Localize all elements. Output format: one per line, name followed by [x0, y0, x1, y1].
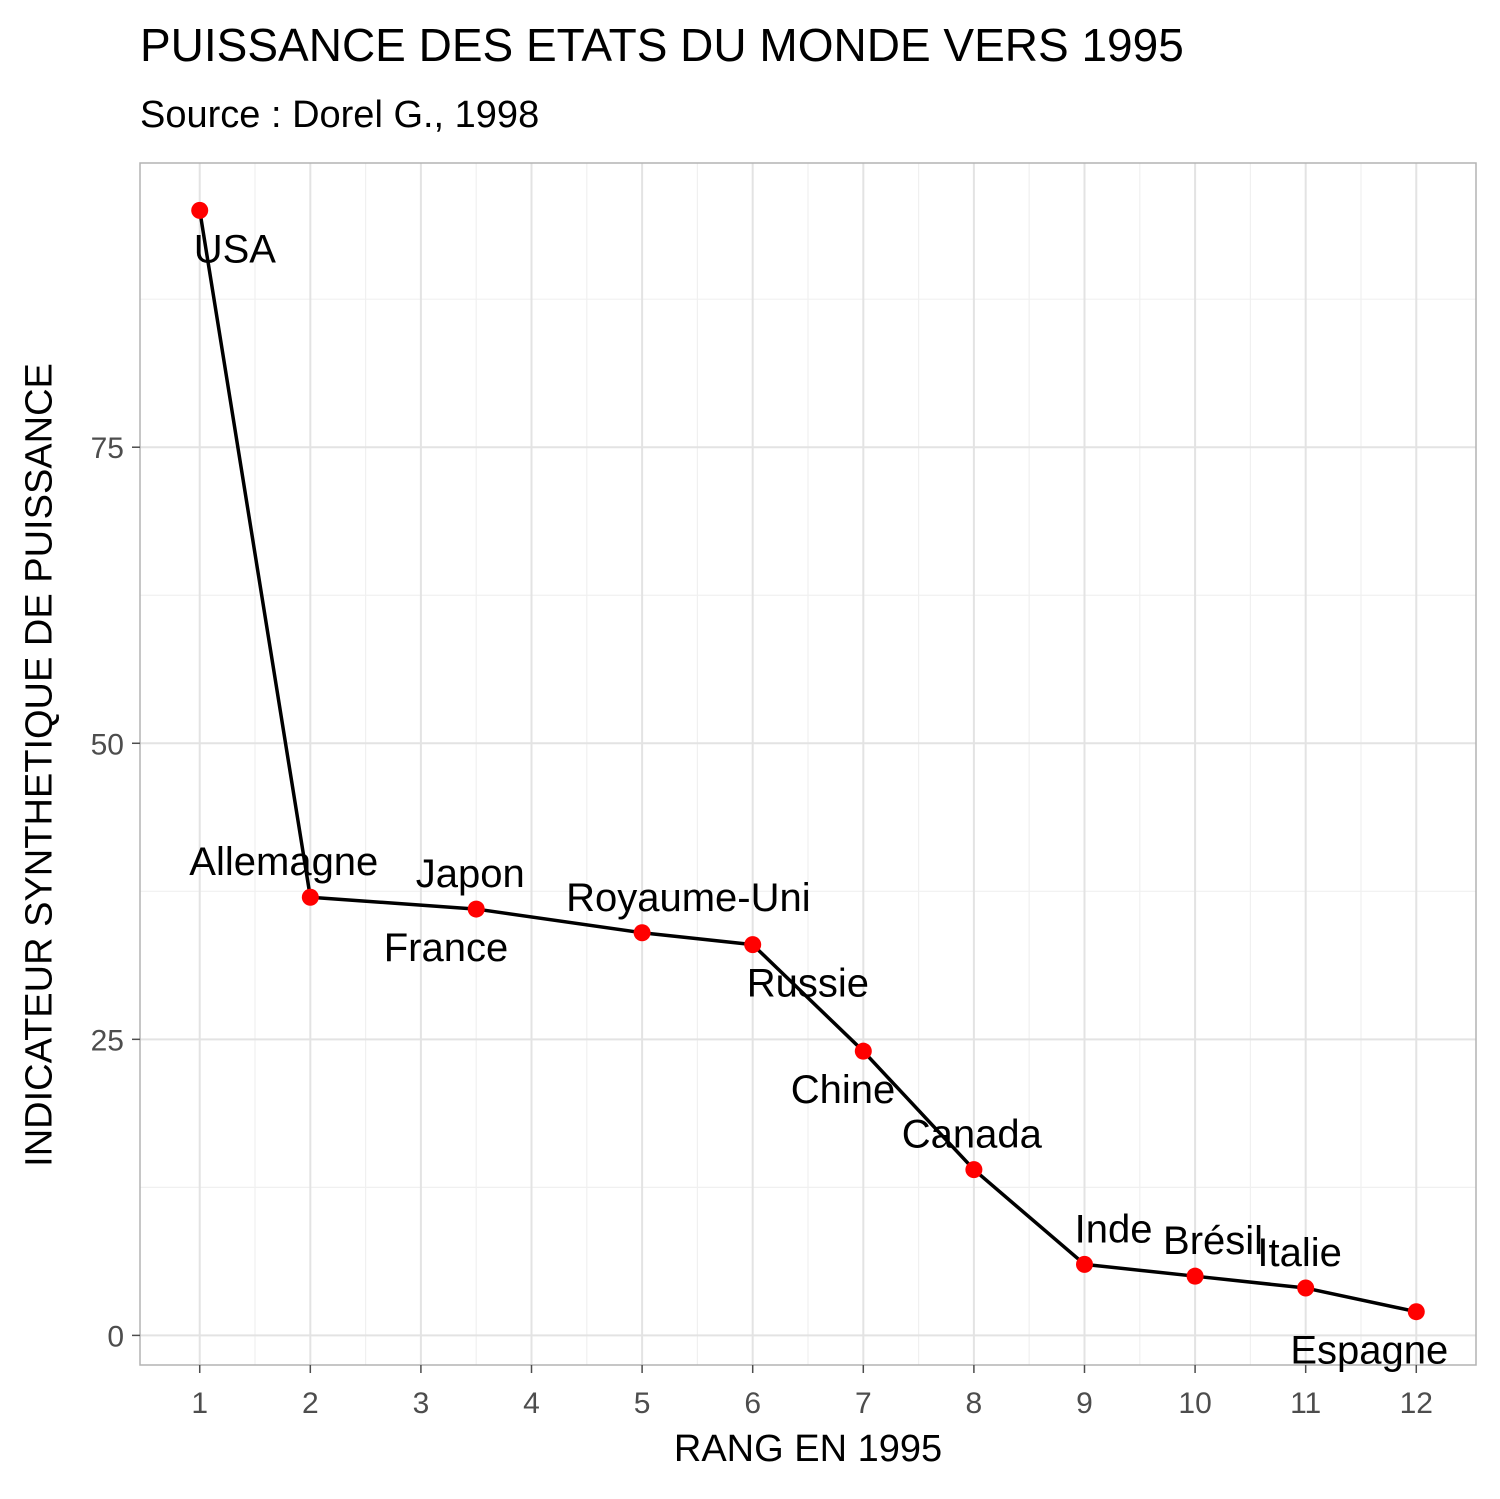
data-points	[191, 201, 1425, 1321]
data-label: Chine	[791, 1068, 896, 1112]
x-tick-label: 6	[744, 1387, 761, 1420]
data-label: France	[384, 926, 509, 970]
x-tick-label: 5	[634, 1387, 651, 1420]
y-tick-label: 50	[91, 728, 124, 761]
data-point	[191, 201, 209, 219]
panel-border	[139, 162, 1477, 1366]
chart-title: PUISSANCE DES ETATS DU MONDE VERS 1995	[140, 19, 1184, 71]
data-label: Espagne	[1290, 1329, 1448, 1373]
data-point	[854, 1042, 872, 1060]
data-point	[633, 924, 651, 942]
y-axis-label: INDICATEUR SYNTHETIQUE DE PUISSANCE	[18, 363, 61, 1167]
x-tick-label: 11	[1290, 1387, 1321, 1420]
data-point	[1407, 1303, 1425, 1321]
y-tick-label: 75	[91, 432, 124, 465]
x-tick-label: 3	[413, 1387, 430, 1420]
data-point	[965, 1161, 983, 1179]
x-axis-label: RANG EN 1995	[673, 1428, 943, 1470]
data-label: Inde	[1075, 1207, 1153, 1251]
data-point	[1186, 1267, 1204, 1285]
data-label: Royaume-Uni	[566, 876, 811, 920]
data-label: Russie	[747, 962, 869, 1006]
x-tick-label: 12	[1400, 1387, 1433, 1420]
point-labels: USA Allemagne Japon France Royaume-Uni Russie…	[189, 227, 1448, 1372]
axis-ticks	[132, 446, 1418, 1373]
data-label: Brésil	[1163, 1219, 1263, 1263]
grid-minor	[140, 163, 1476, 1365]
data-point	[301, 888, 319, 906]
x-tick-label: 1	[191, 1387, 208, 1420]
x-tick-label: 8	[966, 1387, 983, 1420]
data-label: Canada	[902, 1113, 1043, 1157]
x-tick-label: 4	[523, 1387, 540, 1420]
x-tick-label: 10	[1178, 1387, 1211, 1420]
x-tick-label: 9	[1076, 1387, 1093, 1420]
data-point	[467, 900, 485, 918]
x-tick-label: 7	[855, 1387, 872, 1420]
data-point	[744, 936, 762, 954]
chart-subtitle: Source : Dorel G., 1998	[140, 94, 540, 136]
data-label: Japon	[416, 852, 525, 896]
data-label: USA	[194, 227, 277, 271]
data-point	[1075, 1255, 1093, 1273]
data-label: Allemagne	[189, 840, 378, 884]
data-label: Italie	[1257, 1231, 1342, 1275]
data-point	[1297, 1279, 1315, 1297]
y-tick-label: 0	[107, 1320, 124, 1353]
x-tick-label: 2	[302, 1387, 319, 1420]
y-tick-label: 25	[91, 1024, 124, 1057]
